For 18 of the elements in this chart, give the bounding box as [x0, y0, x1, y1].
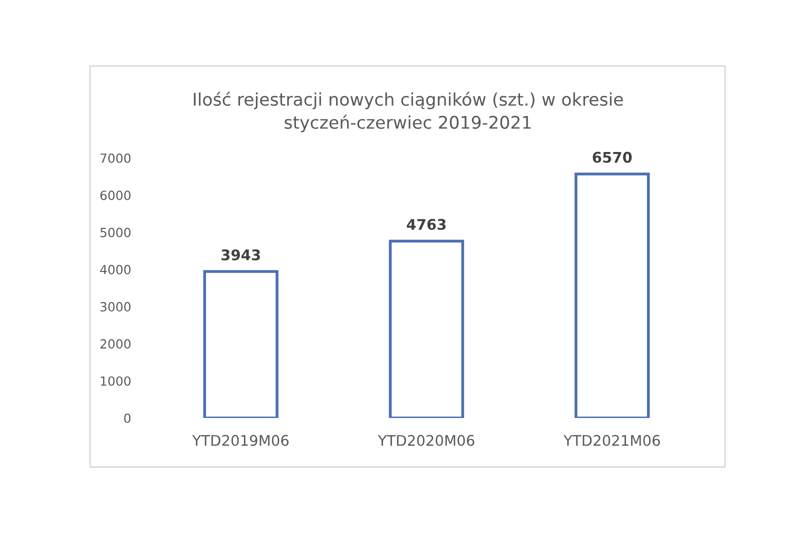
bar [574, 172, 650, 418]
bar [203, 270, 278, 418]
x-tick-label: YTD2021M06 [563, 434, 660, 446]
data-label: 4763 [406, 218, 446, 230]
chart-title: Ilość rejestracji nowych ciągników (szt.) w okresie styczeń-czerwiec 2019-2021 [194, 92, 623, 132]
y-tick-label: 3000 [100, 302, 131, 312]
y-tick-label: 2000 [100, 339, 131, 349]
data-label: 6570 [592, 152, 632, 163]
y-tick-label: 7000 [100, 153, 131, 163]
y-tick-label: 6000 [100, 190, 131, 200]
y-tick-label: 0 [124, 413, 131, 423]
data-label: 3943 [222, 249, 260, 260]
y-tick-label: 4000 [100, 264, 131, 274]
y-tick-label: 1000 [100, 376, 131, 386]
x-tick-label: YTD2019M06 [192, 434, 289, 446]
x-tick-label: YTD2020M06 [378, 434, 474, 446]
y-tick-label: 5000 [100, 228, 131, 238]
bar [388, 240, 464, 418]
